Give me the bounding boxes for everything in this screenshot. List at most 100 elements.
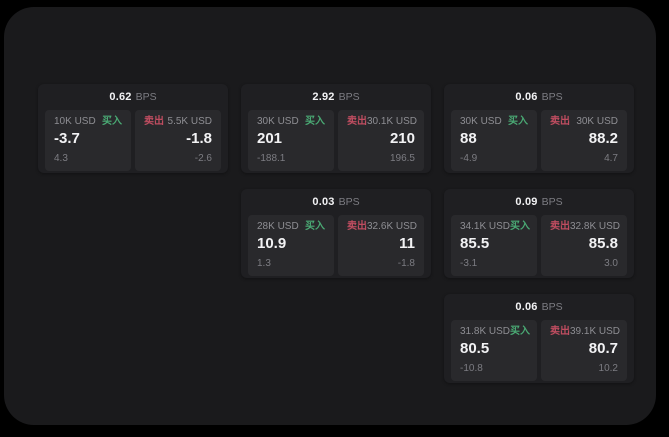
buy-quote-top-row: 34.1K USD 买入 — [460, 221, 531, 233]
spread-header: 0.62 BPS — [45, 89, 221, 105]
quote-body: 30K USD 买入 201 -188.1 卖出 30.1K USD 210 1… — [248, 110, 424, 171]
buy-price-value: 85.5 — [460, 235, 490, 252]
buy-side-tag: 买入 — [305, 116, 325, 127]
buy-side-tag: 买入 — [508, 116, 528, 127]
quote-card[interactable]: 0.06 BPS 31.8K USD 买入 80.5 -10.8 卖出 39.1… — [444, 294, 634, 383]
quote-body: 34.1K USD 买入 85.5 -3.1 卖出 32.8K USD 85.8… — [451, 215, 627, 276]
buy-sub-value: -188.1 — [257, 153, 286, 164]
buy-price-value: -3.7 — [54, 130, 80, 147]
sell-notional-amount: 32.6K USD — [367, 221, 418, 232]
buy-quote-tile[interactable]: 34.1K USD 买入 85.5 -3.1 — [451, 215, 537, 276]
buy-side-tag: 买入 — [510, 221, 531, 232]
buy-quote-tile[interactable]: 31.8K USD 买入 80.5 -10.8 — [451, 320, 537, 381]
buy-side-tag: 买入 — [305, 221, 325, 232]
sell-quote-tile[interactable]: 卖出 32.8K USD 85.8 3.0 — [541, 215, 627, 276]
spread-unit-label: BPS — [541, 196, 563, 208]
sell-sub-value: 196.5 — [389, 153, 415, 164]
buy-quote-tile[interactable]: 10K USD 买入 -3.7 4.3 — [45, 110, 131, 171]
quote-card[interactable]: 0.09 BPS 34.1K USD 买入 85.5 -3.1 卖出 32.8K… — [444, 189, 634, 278]
quotes-panel: 0.62 BPS 10K USD 买入 -3.7 4.3 卖出 5.5K USD… — [4, 7, 656, 425]
spread-header: 0.03 BPS — [248, 194, 424, 210]
quote-card[interactable]: 2.92 BPS 30K USD 买入 201 -188.1 卖出 30.1K … — [241, 84, 431, 173]
sell-quote-top-row: 卖出 32.8K USD — [550, 221, 621, 233]
sell-side-tag: 卖出 — [550, 221, 570, 232]
sell-price-value: 11 — [399, 235, 415, 252]
buy-sub-value: 4.3 — [54, 153, 68, 164]
buy-quote-top-row: 30K USD 买入 — [257, 116, 325, 128]
spread-unit-label: BPS — [338, 196, 360, 208]
sell-side-tag: 卖出 — [347, 116, 367, 127]
sell-price-value: 88.2 — [588, 130, 618, 147]
quote-body: 10K USD 买入 -3.7 4.3 卖出 5.5K USD -1.8 -2.… — [45, 110, 221, 171]
sell-price-value: 80.7 — [588, 340, 618, 357]
buy-price-value: 10.9 — [257, 235, 287, 252]
sell-side-tag: 卖出 — [347, 221, 367, 232]
spread-value: 0.06 — [515, 301, 538, 313]
sell-sub-value: 10.2 — [598, 363, 618, 374]
sell-quote-tile[interactable]: 卖出 30K USD 88.2 4.7 — [541, 110, 627, 171]
buy-price-value: 80.5 — [460, 340, 490, 357]
spread-header: 2.92 BPS — [248, 89, 424, 105]
buy-side-tag: 买入 — [102, 116, 122, 127]
sell-quote-tile[interactable]: 卖出 39.1K USD 80.7 10.2 — [541, 320, 627, 381]
sell-sub-value: 3.0 — [604, 258, 618, 269]
buy-price-value: 201 — [257, 130, 283, 147]
sell-quote-tile[interactable]: 卖出 5.5K USD -1.8 -2.6 — [135, 110, 221, 171]
quote-card[interactable]: 0.03 BPS 28K USD 买入 10.9 1.3 卖出 32.6K US… — [241, 189, 431, 278]
buy-notional-amount: 30K USD — [460, 116, 502, 127]
buy-quote-top-row: 28K USD 买入 — [257, 221, 325, 233]
buy-sub-value: -3.1 — [460, 258, 478, 269]
spread-value: 0.03 — [312, 196, 335, 208]
buy-sub-value: -4.9 — [460, 153, 478, 164]
sell-notional-amount: 5.5K USD — [167, 116, 212, 127]
quote-body: 30K USD 买入 88 -4.9 卖出 30K USD 88.2 4.7 — [451, 110, 627, 171]
buy-notional-amount: 28K USD — [257, 221, 299, 232]
spread-value: 0.62 — [109, 91, 132, 103]
spread-unit-label: BPS — [541, 91, 563, 103]
spread-header: 0.06 BPS — [451, 89, 627, 105]
sell-price-value: -1.8 — [186, 130, 212, 147]
sell-quote-top-row: 卖出 30.1K USD — [347, 116, 418, 128]
quote-card[interactable]: 0.62 BPS 10K USD 买入 -3.7 4.3 卖出 5.5K USD… — [38, 84, 228, 173]
buy-quote-top-row: 10K USD 买入 — [54, 116, 122, 128]
sell-notional-amount: 30.1K USD — [367, 116, 418, 127]
buy-quote-top-row: 31.8K USD 买入 — [460, 326, 531, 338]
spread-unit-label: BPS — [541, 301, 563, 313]
buy-quote-tile[interactable]: 30K USD 买入 88 -4.9 — [451, 110, 537, 171]
sell-side-tag: 卖出 — [550, 116, 570, 127]
buy-notional-amount: 31.8K USD — [460, 326, 511, 337]
sell-notional-amount: 39.1K USD — [570, 326, 621, 337]
quote-body: 28K USD 买入 10.9 1.3 卖出 32.6K USD 11 -1.8 — [248, 215, 424, 276]
spread-unit-label: BPS — [135, 91, 157, 103]
quote-body: 31.8K USD 买入 80.5 -10.8 卖出 39.1K USD 80.… — [451, 320, 627, 381]
spread-value: 0.06 — [515, 91, 538, 103]
sell-quote-tile[interactable]: 卖出 32.6K USD 11 -1.8 — [338, 215, 424, 276]
buy-sub-value: 1.3 — [257, 258, 271, 269]
sell-quote-top-row: 卖出 32.6K USD — [347, 221, 418, 233]
sell-sub-value: 4.7 — [604, 153, 618, 164]
quote-card[interactable]: 0.06 BPS 30K USD 买入 88 -4.9 卖出 30K USD 8… — [444, 84, 634, 173]
spread-unit-label: BPS — [338, 91, 360, 103]
sell-quote-top-row: 卖出 30K USD — [550, 116, 618, 128]
sell-side-tag: 卖出 — [550, 326, 570, 337]
buy-notional-amount: 10K USD — [54, 116, 96, 127]
buy-price-value: 88 — [460, 130, 477, 147]
buy-quote-tile[interactable]: 28K USD 买入 10.9 1.3 — [248, 215, 334, 276]
sell-notional-amount: 30K USD — [576, 116, 618, 127]
buy-quote-top-row: 30K USD 买入 — [460, 116, 528, 128]
sell-sub-value: -2.6 — [194, 153, 212, 164]
sell-notional-amount: 32.8K USD — [570, 221, 621, 232]
buy-quote-tile[interactable]: 30K USD 买入 201 -188.1 — [248, 110, 334, 171]
sell-price-value: 210 — [389, 130, 415, 147]
buy-notional-amount: 34.1K USD — [460, 221, 511, 232]
spread-value: 2.92 — [312, 91, 335, 103]
spread-value: 0.09 — [515, 196, 538, 208]
buy-side-tag: 买入 — [510, 326, 531, 337]
sell-sub-value: -1.8 — [397, 258, 415, 269]
sell-price-value: 85.8 — [588, 235, 618, 252]
sell-side-tag: 卖出 — [144, 116, 164, 127]
spread-header: 0.09 BPS — [451, 194, 627, 210]
sell-quote-top-row: 卖出 5.5K USD — [144, 116, 212, 128]
sell-quote-tile[interactable]: 卖出 30.1K USD 210 196.5 — [338, 110, 424, 171]
sell-quote-top-row: 卖出 39.1K USD — [550, 326, 621, 338]
